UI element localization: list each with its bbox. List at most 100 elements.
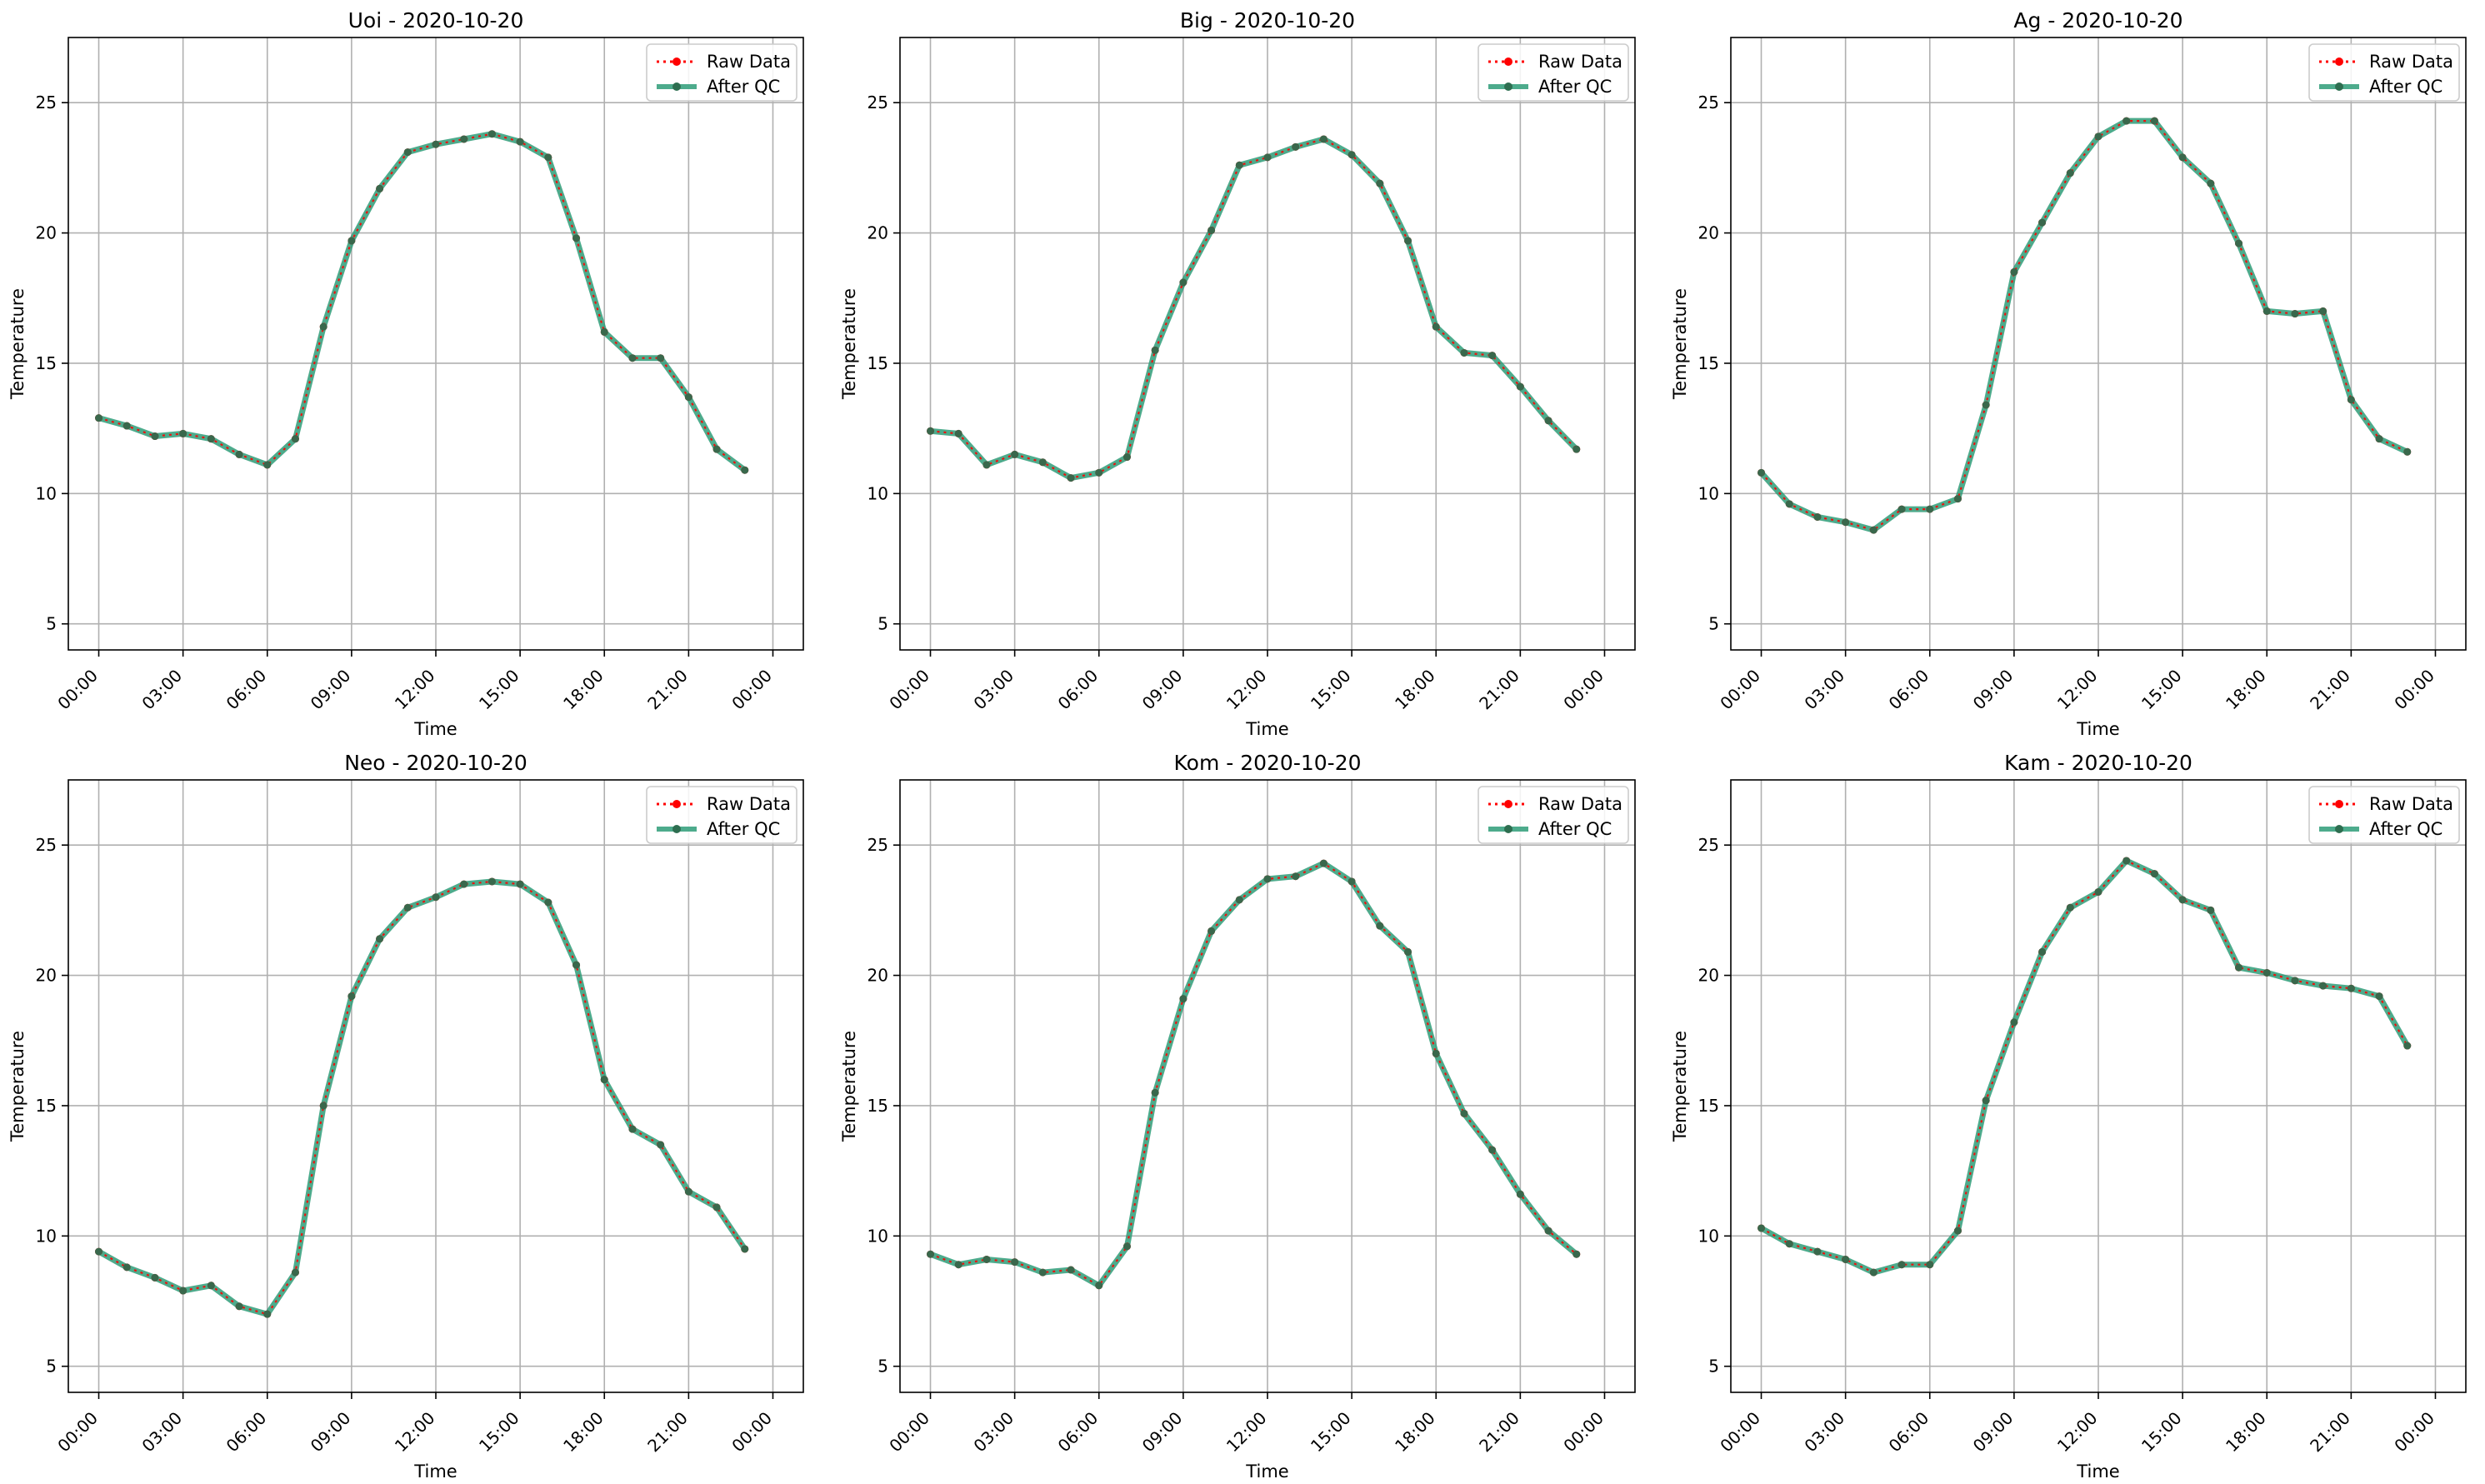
y-tick-label: 20 (36, 223, 57, 243)
after-qc-point (207, 1282, 215, 1290)
after-qc-point (291, 1268, 299, 1277)
after-qc-point (1348, 877, 1356, 886)
after-qc-point (2375, 992, 2383, 1001)
x-tick-label: 00:00 (728, 666, 776, 714)
x-tick-label: 03:00 (138, 1408, 186, 1457)
after-qc-point (460, 880, 468, 888)
after-qc-point (319, 322, 328, 331)
after-qc-point (712, 445, 721, 453)
y-tick-label: 25 (1698, 92, 1719, 112)
legend-qc-marker (672, 825, 681, 833)
x-tick-label: 12:00 (1222, 666, 1271, 714)
after-qc-point (572, 234, 581, 242)
after-qc-point (432, 140, 440, 148)
subplot-6: 00:00 03:00 06:00 09:00 12:00 15:00 18:00 21:00… (1670, 751, 2467, 1482)
x-tick-label: 00:00 (1716, 666, 1764, 714)
legend-qc-label: After QC (2369, 819, 2442, 839)
after-qc-point (207, 435, 215, 443)
legend-qc-marker (2335, 82, 2343, 91)
legend-raw-label: Raw Data (2369, 52, 2453, 72)
x-tick-label: 00:00 (53, 1408, 102, 1457)
after-qc-point (488, 130, 496, 138)
x-tick-label: 00:00 (1559, 666, 1608, 714)
after-qc-point (348, 992, 356, 1001)
after-qc-point (2262, 968, 2271, 977)
series-raw-data-line (930, 137, 1578, 479)
x-tick-label: 15:00 (1307, 666, 1355, 714)
legend: Raw Data After QC (646, 43, 798, 102)
after-qc-point (927, 1250, 935, 1258)
after-qc-point (1460, 1109, 1468, 1117)
after-qc-point (1926, 1261, 1934, 1269)
after-qc-point (516, 880, 524, 888)
after-qc-point (1376, 922, 1384, 930)
after-qc-point (1179, 995, 1188, 1003)
y-tick-label: 15 (1698, 353, 1719, 373)
x-tick-label: 21:00 (2306, 1408, 2354, 1457)
after-qc-point (2066, 169, 2074, 177)
y-tick-label: 10 (36, 483, 57, 503)
after-qc-point (179, 1287, 188, 1295)
series-raw-data-line (98, 132, 746, 472)
after-qc-point (1544, 1227, 1552, 1235)
after-qc-point (600, 1076, 608, 1084)
after-qc-point (2094, 132, 2102, 141)
after-qc-point (982, 1255, 991, 1263)
series-after-qc-line (97, 878, 748, 1317)
after-qc-point (403, 148, 412, 157)
x-tick-label: 18:00 (559, 1408, 608, 1457)
after-qc-point (263, 461, 272, 469)
x-tick-label: 03:00 (969, 666, 1018, 714)
chart-title: Uoi - 2020-10-20 (348, 8, 524, 32)
y-tick-label: 5 (1708, 614, 1719, 634)
x-tick-label: 06:00 (1054, 1408, 1102, 1457)
after-qc-point (1516, 382, 1524, 391)
legend-raw-label: Raw Data (707, 52, 791, 72)
after-qc-point (1785, 1240, 1793, 1248)
after-qc-point (628, 1125, 637, 1133)
after-qc-point (1095, 468, 1103, 477)
after-qc-point (2038, 947, 2047, 956)
x-tick-label: 00:00 (728, 1408, 776, 1457)
x-tick-label: 09:00 (1969, 1408, 2018, 1457)
x-tick-label: 06:00 (222, 1408, 271, 1457)
legend-raw-marker (2335, 800, 2343, 808)
after-qc-point (2403, 1042, 2412, 1050)
after-qc-point (151, 432, 159, 441)
y-tick-label: 20 (1698, 966, 1719, 986)
x-tick-label: 09:00 (1969, 666, 2018, 714)
y-axis-label: Temperature (1670, 1031, 1690, 1142)
after-qc-point (741, 1245, 749, 1253)
after-qc-point (1208, 927, 1216, 935)
after-qc-point (376, 184, 384, 192)
after-qc-point (2094, 887, 2102, 896)
x-tick-label: 03:00 (1800, 1408, 1848, 1457)
x-axis-label: Time (1245, 719, 1288, 739)
y-axis-label: Temperature (8, 1031, 28, 1142)
after-qc-point (628, 354, 637, 362)
series-after-qc-line (98, 131, 747, 473)
after-qc-point (1488, 1146, 1497, 1154)
after-qc-point (2403, 447, 2412, 456)
x-tick-label: 09:00 (307, 1408, 355, 1457)
legend-qc-marker (672, 82, 681, 91)
after-qc-point (1235, 896, 1243, 904)
legend-qc-marker (1504, 825, 1512, 833)
x-tick-label: 18:00 (1391, 666, 1439, 714)
x-tick-label: 00:00 (2390, 1408, 2438, 1457)
y-axis-label: Temperature (839, 1031, 859, 1142)
after-qc-point (1785, 500, 1793, 508)
y-tick-label: 15 (868, 353, 888, 373)
series-raw-data-line (1760, 120, 2408, 532)
x-tick-label: 12:00 (2053, 1408, 2102, 1457)
after-qc-point (1982, 1097, 1990, 1105)
y-tick-label: 25 (1698, 835, 1719, 855)
y-tick-label: 20 (868, 966, 888, 986)
after-qc-point (1869, 1268, 1878, 1277)
after-qc-point (1758, 1224, 1766, 1232)
after-qc-point (600, 327, 608, 336)
legend: Raw Data After QC (2308, 43, 2460, 102)
chart-title: Kam - 2020-10-20 (2004, 751, 2192, 775)
after-qc-point (1813, 512, 1822, 521)
